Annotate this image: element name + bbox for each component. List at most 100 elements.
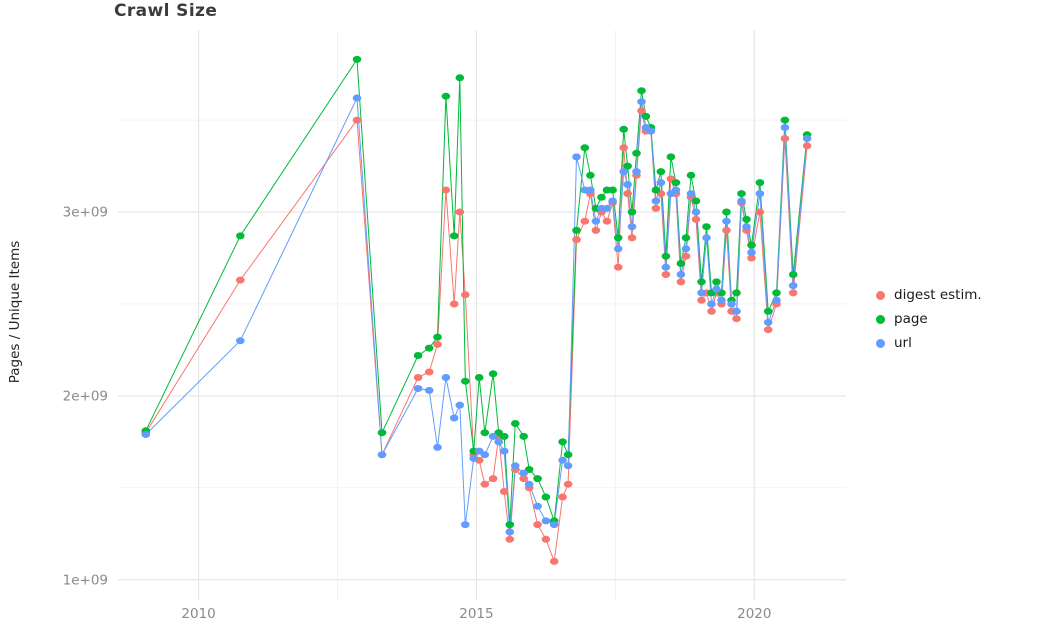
data-point-digest	[441, 186, 451, 194]
data-point-digest	[722, 226, 731, 234]
data-point-page	[613, 234, 623, 242]
data-point-page	[377, 429, 387, 437]
data-point-digest	[623, 190, 632, 198]
data-point-page	[722, 208, 731, 216]
data-point-url	[619, 168, 628, 176]
data-point-url	[780, 124, 790, 131]
data-point-page	[697, 278, 706, 286]
data-point-url	[558, 456, 567, 464]
data-point-digest	[449, 300, 459, 308]
data-point-page	[455, 74, 465, 82]
data-point-digest	[732, 315, 741, 323]
data-point-page	[608, 186, 617, 194]
data-point-digest	[802, 142, 812, 150]
data-point-url	[572, 153, 581, 161]
data-point-page	[352, 55, 362, 63]
data-point-page	[519, 432, 528, 440]
data-point-page	[742, 215, 751, 223]
data-point-digest	[572, 236, 581, 244]
data-point-page	[558, 438, 567, 446]
data-point-url	[676, 271, 686, 278]
data-point-digest	[747, 254, 756, 262]
data-point-url	[686, 190, 696, 198]
data-point-page	[702, 223, 711, 231]
data-point-page	[671, 179, 681, 187]
data-point-page	[449, 232, 459, 240]
data-point-digest	[580, 217, 590, 225]
data-point-page	[541, 493, 551, 501]
y-tick-label: 1e+09	[63, 572, 108, 588]
y-tick-label: 2e+09	[63, 388, 108, 404]
x-tick-label: 2015	[459, 606, 493, 622]
legend-item-digest: digest estim.	[876, 287, 982, 303]
legend-label-digest: digest estim.	[894, 287, 982, 303]
data-point-digest	[461, 291, 470, 299]
data-point-digest	[488, 475, 498, 483]
data-point-page	[737, 190, 746, 198]
data-point-url	[461, 521, 470, 529]
data-point-page	[691, 197, 701, 205]
data-point-url	[627, 223, 637, 231]
data-point-url	[455, 401, 465, 409]
data-point-url	[413, 385, 423, 392]
data-point-url	[727, 300, 736, 308]
data-point-url	[722, 217, 731, 225]
data-point-digest	[541, 535, 551, 543]
data-point-page	[732, 289, 741, 297]
x-tick-label: 2010	[181, 606, 215, 622]
data-point-url	[661, 263, 671, 271]
data-point-url	[433, 443, 442, 451]
data-point-digest	[619, 144, 628, 152]
data-point-url	[563, 462, 573, 470]
legend-label-page: page	[894, 311, 928, 327]
data-point-url	[511, 462, 520, 470]
data-point-url	[441, 374, 451, 381]
data-point-url	[651, 197, 661, 205]
legend-item-url: url	[876, 335, 982, 351]
data-point-digest	[413, 374, 423, 381]
data-point-page	[488, 370, 498, 378]
legend: digest estim. page url	[876, 287, 982, 351]
data-point-url	[533, 502, 542, 510]
data-point-digest	[499, 488, 509, 495]
data-point-page	[788, 271, 798, 278]
data-point-page	[637, 87, 646, 95]
data-point-digest	[455, 208, 465, 216]
data-point-page	[772, 289, 781, 297]
data-point-url	[586, 186, 595, 194]
data-point-page	[661, 252, 671, 260]
data-point-digest	[480, 480, 490, 488]
data-point-digest	[697, 296, 706, 304]
data-point-url	[424, 386, 434, 394]
data-point-digest	[563, 480, 573, 488]
data-point-digest	[613, 263, 623, 271]
data-point-url	[377, 451, 387, 459]
data-point-url	[712, 285, 721, 293]
data-point-url	[691, 208, 701, 216]
data-point-page	[619, 125, 628, 133]
data-point-digest	[763, 326, 773, 334]
data-point-url	[541, 517, 551, 525]
data-point-page	[632, 149, 641, 157]
data-point-url	[549, 521, 559, 529]
legend-key-url-icon	[876, 338, 885, 348]
data-point-page	[676, 260, 686, 267]
data-point-url	[499, 447, 509, 455]
data-point-page	[656, 168, 666, 176]
data-point-digest	[558, 493, 567, 501]
data-point-page	[780, 116, 790, 124]
data-point-digest	[352, 116, 362, 124]
data-point-url	[747, 249, 756, 256]
data-point-page	[441, 92, 451, 100]
legend-key-page-icon	[876, 314, 885, 324]
data-point-digest	[549, 557, 559, 565]
data-point-digest	[707, 307, 716, 315]
data-point-url	[707, 300, 716, 308]
data-point-url	[637, 98, 646, 106]
data-point-page	[563, 451, 573, 459]
data-point-page	[505, 521, 515, 529]
data-point-digest	[533, 521, 542, 529]
data-point-url	[737, 197, 746, 205]
data-point-page	[681, 234, 691, 242]
